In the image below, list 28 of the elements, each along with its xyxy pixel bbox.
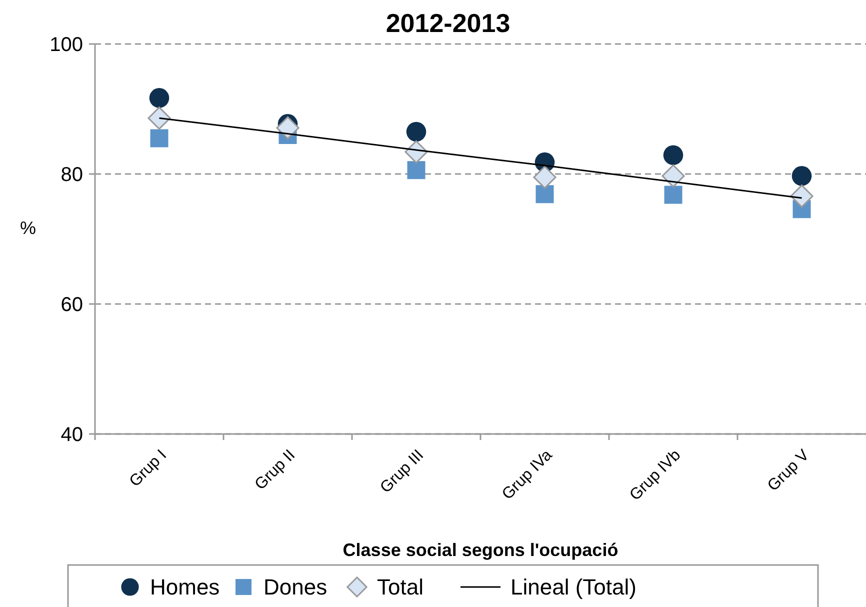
legend-label: Homes: [150, 574, 220, 600]
point: [148, 106, 171, 130]
point: [276, 116, 300, 140]
x-tick-label: Grup I: [126, 446, 170, 490]
chart-title: 2012-2013: [386, 8, 510, 38]
point: [536, 185, 554, 204]
y-axis-title: %: [20, 218, 36, 238]
legend-label: Total: [377, 574, 424, 600]
point: [406, 122, 426, 142]
y-tick-label: 40: [60, 424, 83, 446]
x-tick-label: Grup IVa: [499, 446, 556, 504]
point: [533, 166, 556, 189]
legend-label: Lineal (Total): [510, 574, 636, 600]
point: [407, 161, 426, 180]
point: [664, 186, 682, 204]
point: [149, 88, 170, 108]
point: [790, 184, 814, 208]
point: [663, 145, 684, 166]
y-tick-label: 80: [60, 164, 83, 186]
point: [792, 166, 812, 186]
y-tick-label: 100: [50, 34, 83, 56]
x-axis-title: Classe social segons l'ocupació: [342, 540, 618, 560]
legend-label: Dones: [264, 574, 328, 600]
y-tick-label: 60: [60, 294, 83, 316]
point: [150, 129, 168, 148]
point: [404, 140, 428, 164]
x-tick-label: Grup II: [252, 446, 299, 494]
point: [662, 164, 685, 188]
